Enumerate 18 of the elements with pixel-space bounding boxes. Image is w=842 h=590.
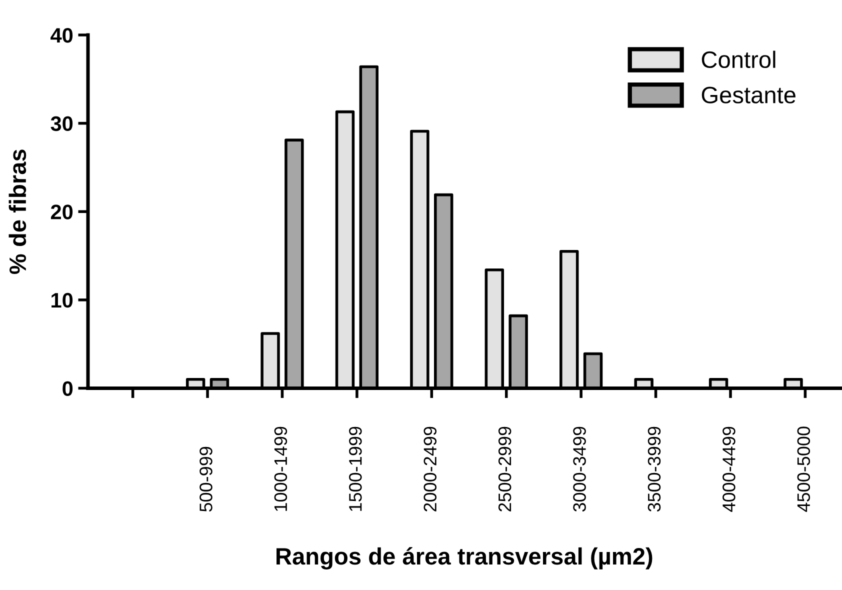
y-tick-label: 30 (50, 116, 73, 132)
x-tick-label: 4500-5000 (797, 426, 810, 512)
x-tick-label: 4000-4499 (722, 426, 736, 512)
x-tick-label: 500-999 (200, 446, 212, 512)
x-tick-label: 2500-2999 (498, 426, 512, 512)
x-tick-label: 1500-1999 (349, 426, 362, 511)
x-axis-title: Rangos de área transversal (µm2) (276, 547, 652, 570)
y-tick-label: 10 (52, 292, 73, 308)
y-tick-label: 20 (50, 204, 73, 220)
y-tick-label: 40 (50, 28, 73, 43)
x-tick-label: 3500-3999 (648, 426, 661, 512)
x-tick-label: 2000-2499 (424, 426, 436, 512)
y-tick-label: 0 (62, 381, 73, 396)
x-tick-label: 3000-3499 (573, 426, 586, 512)
legend-label: Gestante (702, 86, 796, 104)
y-axis-title: % de fibras (8, 150, 26, 274)
x-tick-label: 1000-1499 (274, 426, 288, 511)
legend-label: Control (702, 50, 776, 68)
